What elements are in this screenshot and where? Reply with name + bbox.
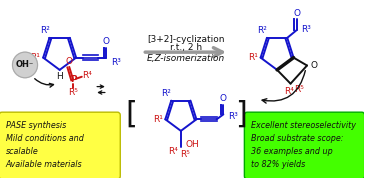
Text: R⁵: R⁵ bbox=[294, 85, 304, 94]
Text: R²: R² bbox=[40, 26, 50, 35]
Text: O: O bbox=[293, 9, 301, 18]
Text: R⁴: R⁴ bbox=[82, 71, 91, 80]
Text: OH⁻: OH⁻ bbox=[16, 60, 34, 70]
Text: PASE synthesis
Mild conditions and
scalable
Available materials: PASE synthesis Mild conditions and scala… bbox=[6, 121, 84, 169]
Text: R¹: R¹ bbox=[153, 115, 163, 124]
Text: OH: OH bbox=[186, 140, 199, 149]
Text: R³: R³ bbox=[228, 112, 238, 121]
Text: R³: R³ bbox=[111, 58, 121, 67]
FancyBboxPatch shape bbox=[244, 112, 365, 179]
Text: O: O bbox=[220, 94, 227, 103]
Text: R¹: R¹ bbox=[248, 53, 258, 62]
Text: E,Z-isomerization: E,Z-isomerization bbox=[147, 54, 225, 63]
Text: R⁵: R⁵ bbox=[180, 150, 190, 159]
FancyBboxPatch shape bbox=[0, 112, 120, 179]
Text: R³: R³ bbox=[302, 26, 311, 34]
Text: R⁴: R⁴ bbox=[168, 147, 178, 156]
Circle shape bbox=[12, 52, 37, 78]
Text: R⁴: R⁴ bbox=[284, 87, 294, 96]
Text: H: H bbox=[56, 72, 63, 81]
Text: O: O bbox=[102, 37, 110, 46]
Text: R²: R² bbox=[161, 89, 171, 98]
Text: [: [ bbox=[125, 100, 137, 129]
Text: [3+2]-cyclization: [3+2]-cyclization bbox=[147, 35, 225, 44]
Text: R⁵: R⁵ bbox=[68, 88, 78, 97]
Text: Excellent stereoselectivity
Broad substrate scope:
36 examples and up
to 82% yie: Excellent stereoselectivity Broad substr… bbox=[251, 121, 356, 169]
Text: r.t., 2 h: r.t., 2 h bbox=[170, 43, 202, 52]
Text: P: P bbox=[70, 75, 76, 84]
Text: R²: R² bbox=[257, 26, 267, 35]
FancyArrowPatch shape bbox=[262, 71, 305, 103]
Text: R¹: R¹ bbox=[31, 53, 40, 62]
Text: ]: ] bbox=[235, 100, 246, 129]
Text: O: O bbox=[66, 56, 73, 66]
FancyArrowPatch shape bbox=[35, 79, 54, 87]
Text: O: O bbox=[310, 61, 317, 70]
